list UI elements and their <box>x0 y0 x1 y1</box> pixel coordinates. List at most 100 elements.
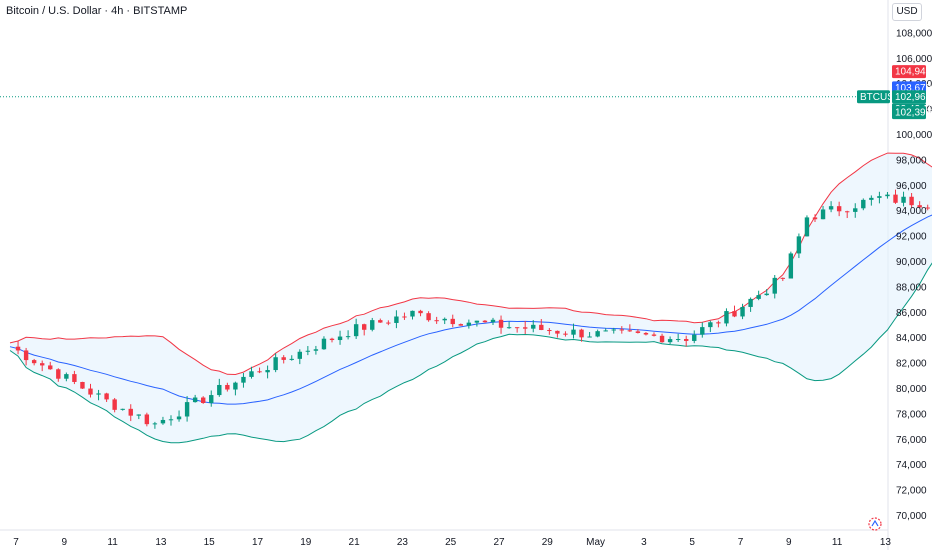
upper-band-line <box>9 152 932 376</box>
candle-body <box>168 419 174 421</box>
price-tick-label: 82,000 <box>896 359 927 370</box>
candle-body <box>692 334 697 341</box>
lower-band-price-tag: 102,393 <box>892 106 932 120</box>
candle-body <box>402 316 407 318</box>
candle-body <box>386 322 391 324</box>
candle-body <box>547 330 552 332</box>
time-tick-label: 17 <box>252 537 264 548</box>
time-tick-label: 11 <box>832 537 843 548</box>
candle-body <box>716 322 721 324</box>
time-tick-label: 13 <box>155 537 167 548</box>
price-tick-label: 78,000 <box>896 409 927 420</box>
candle-body <box>708 322 713 328</box>
candle-body <box>740 306 745 317</box>
candle-body <box>450 318 455 325</box>
price-tick-label: 100,000 <box>896 130 932 141</box>
candle-body <box>104 393 109 400</box>
candle-body <box>217 384 222 396</box>
price-tick-label: 80,000 <box>896 384 927 395</box>
candle-body <box>684 339 689 341</box>
time-axis[interactable]: 7 9 11 13 15 17 19 21 23 25 27 29 May 3 5 7 9 11 13 <box>13 537 891 548</box>
candle-body <box>836 206 842 212</box>
time-tick-label: 13 <box>880 537 892 548</box>
candle-body <box>72 374 77 382</box>
candle-body <box>651 334 657 336</box>
time-tick-label: 15 <box>204 537 216 548</box>
candle-body <box>209 395 214 403</box>
time-tick-label: 9 <box>62 537 68 548</box>
candle-body <box>321 338 327 350</box>
candle-body <box>925 207 930 209</box>
candle-body <box>23 350 29 361</box>
middle-band-line <box>9 214 932 405</box>
candle-body <box>136 414 141 416</box>
upper-band-price-tag: 104,947 <box>892 65 932 79</box>
time-tick-label: 23 <box>397 537 409 548</box>
candle-body <box>418 310 423 314</box>
candle-body <box>611 329 616 331</box>
candle-body <box>772 277 777 294</box>
time-tick-label: 7 <box>13 537 19 548</box>
candle-body <box>120 408 125 410</box>
candle-body <box>579 329 584 338</box>
candle-body <box>353 324 359 337</box>
currency-button[interactable]: USD <box>892 3 922 21</box>
candle-body <box>362 324 367 330</box>
candle-body <box>257 371 262 373</box>
price-tick-label: 76,000 <box>896 435 927 446</box>
candle-body <box>700 327 705 335</box>
candle-body <box>370 320 375 330</box>
candle-body <box>555 330 560 334</box>
candle-body <box>764 293 769 296</box>
candle-body <box>394 316 399 323</box>
candle-body <box>192 397 198 403</box>
candle-body <box>96 393 101 395</box>
tradingview-logo-icon[interactable] <box>866 516 884 532</box>
svg-text:104,947: 104,947 <box>895 67 932 78</box>
svg-text:BTCUSD: BTCUSD <box>860 92 901 103</box>
candle-body <box>820 209 826 220</box>
candle-body <box>909 196 914 206</box>
candle-body <box>273 357 278 371</box>
candle-body <box>64 374 69 379</box>
price-tick-label: 72,000 <box>896 486 927 497</box>
candle-body <box>249 371 254 377</box>
candle-body <box>88 388 93 395</box>
candle-body <box>523 327 528 329</box>
candle-body <box>893 194 898 203</box>
candle-body <box>466 322 472 326</box>
price-labels: 104,947103,670BTCUSD102,96902:42:19102,3… <box>0 65 932 120</box>
candle-body <box>643 332 649 335</box>
time-tick-label: May <box>586 537 605 548</box>
price-tick-label: 98,000 <box>896 155 927 166</box>
candle-body <box>627 330 633 332</box>
candle-body <box>152 423 158 425</box>
candle-body <box>458 324 463 326</box>
time-tick-label: 19 <box>300 537 312 548</box>
candle-body <box>233 382 238 390</box>
candle-body <box>225 384 230 390</box>
svg-text:102,969: 102,969 <box>895 92 932 103</box>
bollinger-bands <box>9 152 932 444</box>
candle-body <box>15 346 21 351</box>
candle-body <box>297 351 302 359</box>
price-tick-label: 86,000 <box>896 308 927 319</box>
candle-body <box>812 217 818 220</box>
candle-body <box>31 360 37 364</box>
candle-body <box>241 376 246 383</box>
candle-body <box>748 298 753 307</box>
candle-body <box>48 365 53 370</box>
time-tick-label: 21 <box>349 537 361 548</box>
time-tick-label: 3 <box>641 537 647 548</box>
candle-body <box>80 381 85 389</box>
last-price-tag: 102,969 <box>892 90 932 104</box>
price-tick-label: 106,000 <box>896 54 932 65</box>
candle-body <box>313 349 319 351</box>
candle-body <box>659 335 665 343</box>
time-tick-label: 9 <box>786 537 792 548</box>
candle-body <box>378 320 383 323</box>
candle-body <box>788 253 794 279</box>
